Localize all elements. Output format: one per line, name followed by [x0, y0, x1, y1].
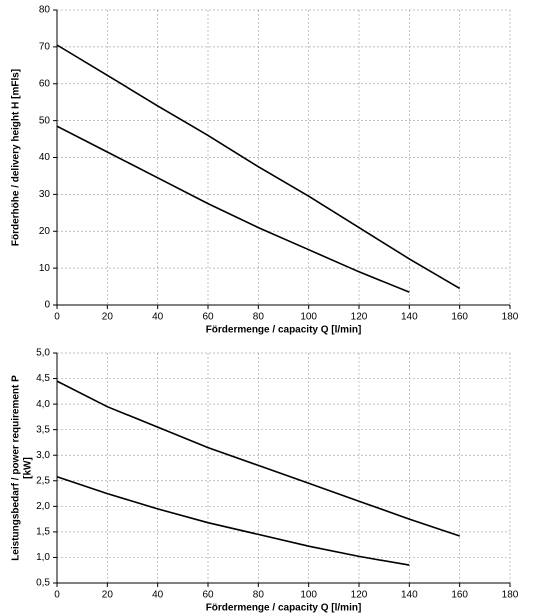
y-tick-label: 20: [39, 226, 51, 237]
x-tick-label: 80: [253, 312, 265, 323]
y-tick-label: 2,5: [36, 475, 50, 486]
curve: [56, 475, 410, 566]
y-tick-label: 30: [39, 189, 51, 200]
x-tick-label: 120: [351, 590, 368, 601]
x-tick-label: 160: [451, 312, 468, 323]
y-tick-label: 4,5: [36, 373, 50, 384]
y-tick-label: 3,5: [36, 424, 50, 435]
x-tick-label: 180: [502, 590, 519, 601]
x-tick-label: 0: [54, 590, 60, 601]
x-tick-label: 140: [401, 590, 418, 601]
x-tick-label: 40: [152, 590, 164, 601]
x-tick-label: 100: [300, 590, 317, 601]
y-tick-label: 1,5: [36, 527, 50, 538]
x-tick-label: 180: [502, 312, 519, 323]
x-tick-label: 0: [54, 312, 60, 323]
y-tick-label: 2,0: [36, 501, 50, 512]
y-tick-label: 60: [39, 78, 51, 89]
x-axis-label: Fördermenge / capacity Q [l/min]: [206, 325, 362, 336]
y-axis-label: Leistungsbedarf / power requirement P: [11, 375, 22, 561]
x-tick-label: 160: [451, 590, 468, 601]
x-tick-label: 60: [202, 312, 214, 323]
x-axis-label: Fördermenge / capacity Q [l/min]: [206, 603, 362, 614]
y-tick-label: 10: [39, 263, 51, 274]
x-tick-label: 100: [300, 312, 317, 323]
curve: [56, 44, 461, 290]
x-tick-label: 80: [253, 590, 265, 601]
x-tick-label: 20: [102, 312, 114, 323]
y-tick-label: 50: [39, 115, 51, 126]
y-tick-label: 80: [39, 5, 51, 16]
y-axis-label: Förderhöhe / delivery height H [mFls]: [11, 69, 22, 246]
y-tick-label: 1,0: [36, 552, 50, 563]
x-tick-label: 20: [102, 590, 114, 601]
y-tick-label: 5,0: [36, 348, 50, 359]
y-tick-label: 3,0: [36, 450, 50, 461]
y-tick-label: 0,5: [36, 578, 50, 589]
x-tick-label: 120: [351, 312, 368, 323]
curve: [56, 125, 410, 293]
y-tick-label: 70: [39, 42, 51, 53]
y-tick-label: 4,0: [36, 399, 50, 410]
y-tick-label: 0: [44, 300, 50, 311]
x-tick-label: 60: [202, 590, 214, 601]
y-axis-label: [kW]: [23, 457, 34, 479]
y-tick-label: 40: [39, 152, 51, 163]
x-tick-label: 40: [152, 312, 164, 323]
curve: [56, 380, 460, 537]
x-tick-label: 140: [401, 312, 418, 323]
